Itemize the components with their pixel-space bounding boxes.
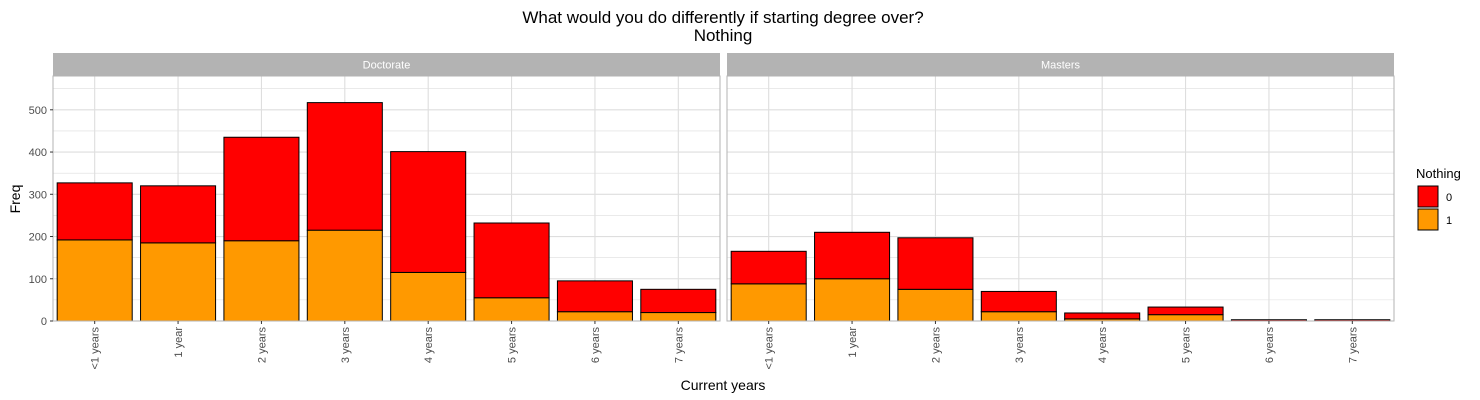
x-tick-label: 1 year xyxy=(173,327,185,358)
y-tick-label: 0 xyxy=(41,316,47,328)
facet-strip xyxy=(727,53,1394,76)
y-axis-label: Freq xyxy=(7,185,23,214)
x-tick-label: 3 years xyxy=(1014,327,1026,364)
x-tick-label: 4 years xyxy=(423,327,435,364)
legend-label-0: 0 xyxy=(1446,192,1452,204)
y-tick-label: 200 xyxy=(29,232,47,244)
bars xyxy=(730,231,1391,322)
x-tick-label: 5 years xyxy=(507,327,519,364)
bar-masters-2-series-1 xyxy=(897,288,974,322)
facet-strip-label: Masters xyxy=(1041,60,1081,72)
x-axis-label: Current years xyxy=(681,377,766,393)
facet-panel-doctorate: Doctorate <1 years 1 year 2 years 3 years 4 y… xyxy=(52,53,721,370)
x-tick-label: 1 year xyxy=(847,327,859,358)
y-tick-label: 300 xyxy=(29,189,47,201)
bar-doctorate-3-series-1 xyxy=(306,229,383,322)
bar-masters-2-series-0 xyxy=(897,237,974,290)
bar-doctorate-1-series-0 xyxy=(140,185,217,244)
bar-doctorate-4-series-1 xyxy=(390,271,467,322)
y-tick-label: 500 xyxy=(29,105,47,117)
legend: Nothing 0 1 xyxy=(1416,166,1461,231)
x-tick-label: <1 years xyxy=(90,327,102,370)
bar-masters-3-series-0 xyxy=(980,290,1057,313)
x-tick-label: 7 years xyxy=(673,327,685,364)
bars xyxy=(56,102,717,322)
legend-swatch-0 xyxy=(1417,185,1439,208)
bar-masters-1-series-0 xyxy=(814,231,891,280)
x-tick-label: 7 years xyxy=(1347,327,1359,364)
bar-doctorate-0-series-1 xyxy=(56,239,133,322)
chart-title: What would you do differently if startin… xyxy=(522,8,923,27)
y-axis: 0 100 200 300 400 500 xyxy=(29,105,53,328)
y-tick-label: 400 xyxy=(29,147,47,159)
bar-doctorate-7-series-1 xyxy=(640,312,717,322)
bar-masters-4-series-0 xyxy=(1064,312,1141,320)
panel-border xyxy=(726,75,1395,322)
legend-label-1: 1 xyxy=(1446,215,1452,227)
bar-doctorate-5-series-1 xyxy=(473,297,550,322)
bar-doctorate-0-series-0 xyxy=(56,182,133,241)
x-tick-label: <1 years xyxy=(764,327,776,370)
x-tick-label: 4 years xyxy=(1097,327,1109,364)
bar-doctorate-6-series-0 xyxy=(556,280,633,313)
facet-panels: Doctorate <1 years 1 year 2 years 3 years 4 y… xyxy=(52,53,1395,370)
bar-doctorate-5-series-0 xyxy=(473,222,550,299)
x-tick-label: 5 years xyxy=(1181,327,1193,364)
bar-doctorate-1-series-1 xyxy=(140,242,217,322)
bar-masters-3-series-1 xyxy=(980,311,1057,322)
bar-doctorate-7-series-0 xyxy=(640,288,717,314)
chart-subtitle: Nothing xyxy=(694,26,753,45)
x-tick-label: 3 years xyxy=(340,327,352,364)
bar-masters-0-series-1 xyxy=(730,283,807,322)
facet-strip xyxy=(53,53,720,76)
bar-doctorate-2-series-1 xyxy=(223,240,300,322)
bar-doctorate-6-series-1 xyxy=(556,311,633,322)
facet-strip-label: Doctorate xyxy=(363,60,411,72)
x-tick-label: 6 years xyxy=(1264,327,1276,364)
bar-doctorate-2-series-0 xyxy=(223,136,300,242)
panel-border xyxy=(52,75,721,322)
x-tick-label: 2 years xyxy=(256,327,268,364)
bar-doctorate-3-series-0 xyxy=(306,102,383,231)
x-tick-label: 6 years xyxy=(590,327,602,364)
bar-masters-1-series-1 xyxy=(814,278,891,322)
facet-panel-masters: Masters <1 years 1 year 2 years 3 years 4 yea… xyxy=(726,53,1395,370)
legend-swatch-1 xyxy=(1417,208,1439,231)
bar-masters-5-series-0 xyxy=(1147,306,1224,316)
bar-doctorate-4-series-0 xyxy=(390,151,467,273)
y-tick-label: 100 xyxy=(29,274,47,286)
x-tick-label: 2 years xyxy=(930,327,942,364)
bar-masters-0-series-0 xyxy=(730,250,807,285)
bar-masters-5-series-1 xyxy=(1147,314,1224,322)
legend-title: Nothing xyxy=(1416,166,1461,181)
